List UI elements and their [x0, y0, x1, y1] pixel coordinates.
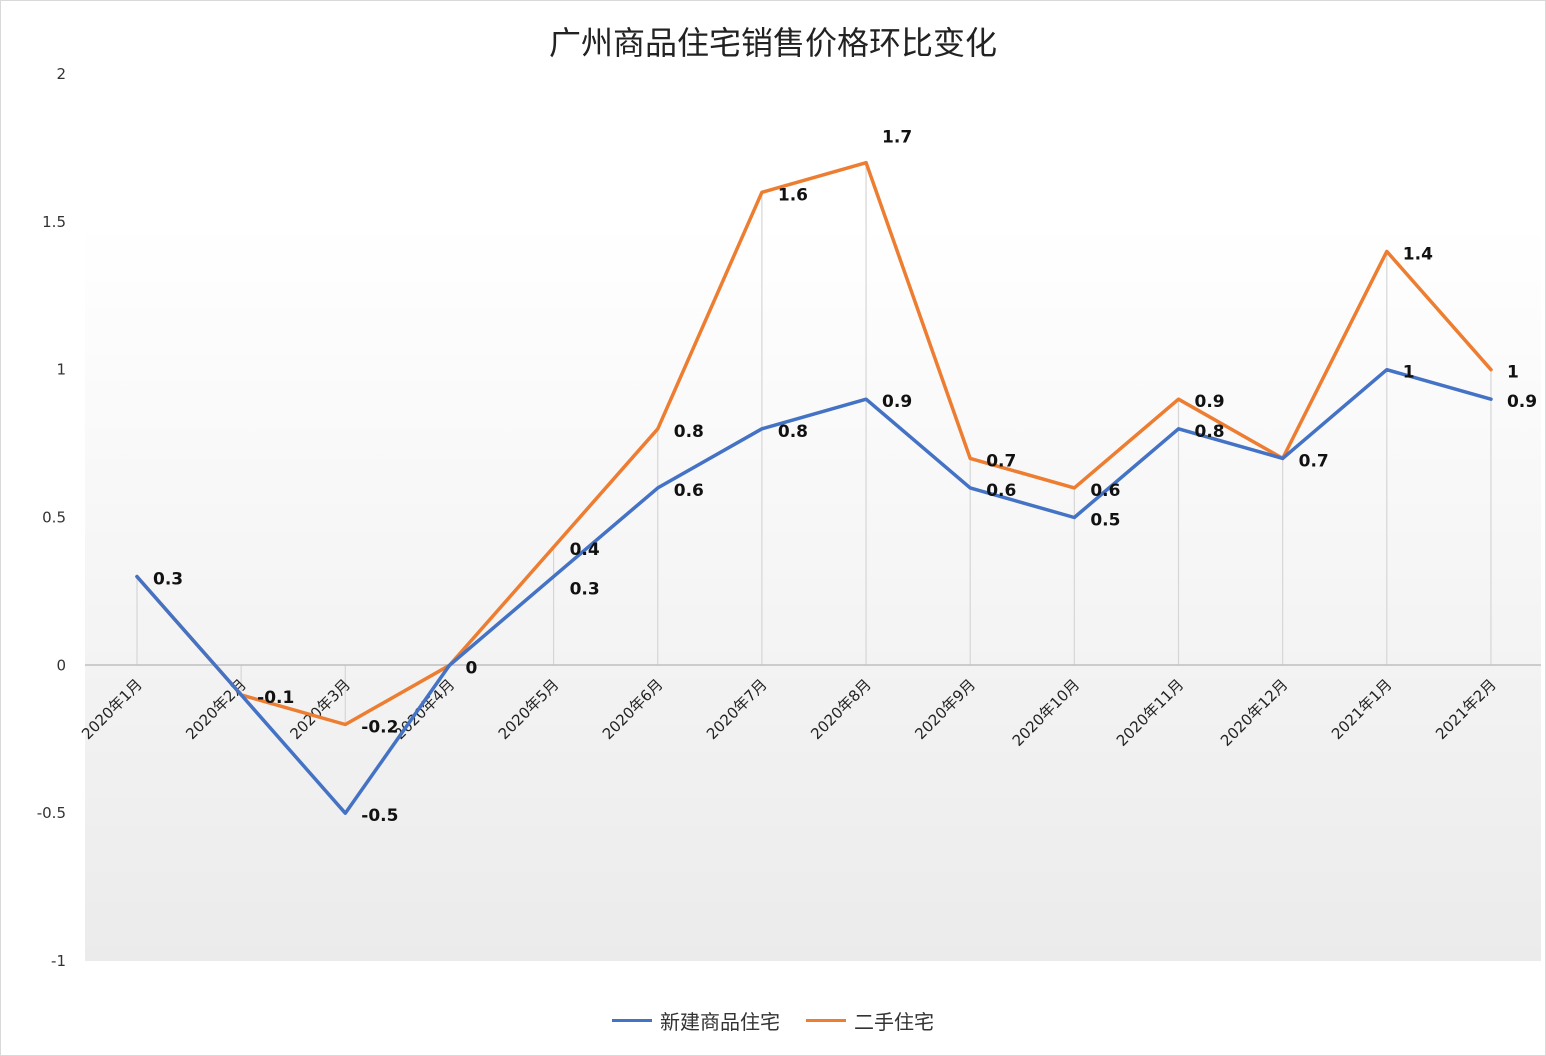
data-label-new-homes: 0.8: [778, 422, 808, 442]
y-tick-label: 1: [56, 361, 66, 379]
y-tick-label: -0.5: [37, 804, 66, 822]
data-label-resale-homes: 1.4: [1403, 244, 1433, 264]
legend-swatch-new-homes: [612, 1019, 652, 1022]
series-line-new-homes[interactable]: [135, 367, 1493, 815]
legend-item-new-homes[interactable]: 新建商品住宅: [612, 1006, 780, 1035]
data-label-resale-homes: 0.8: [674, 422, 704, 442]
data-label-resale-homes: -0.1: [257, 688, 294, 708]
data-label-new-homes: 0: [465, 658, 477, 678]
data-label-resale-homes: 1.6: [778, 185, 808, 205]
y-tick-label: 1.5: [42, 213, 66, 231]
data-label-new-homes: 0.5: [1090, 511, 1120, 531]
data-label-resale-homes: 1: [1507, 363, 1519, 383]
y-tick-label: 2: [56, 65, 66, 83]
data-label-resale-homes: 0.7: [986, 451, 1016, 471]
data-label-resale-homes: 0.4: [570, 540, 600, 560]
data-label-new-homes: 0.3: [570, 580, 600, 600]
series-line-resale-homes[interactable]: [135, 160, 1493, 727]
data-label-new-homes: 0.6: [986, 481, 1016, 501]
data-label-new-homes: 0.6: [674, 481, 704, 501]
legend-label-resale-homes: 二手住宅: [854, 1010, 934, 1034]
data-label-new-homes: 0.9: [882, 392, 912, 412]
y-tick-label: -1: [51, 952, 66, 970]
data-label-resale-homes: 0.3: [153, 570, 183, 590]
data-label-new-homes: -0.5: [361, 806, 398, 826]
chart-title: 广州商品住宅销售价格环比变化: [548, 24, 997, 62]
legend-swatch-resale-homes: [806, 1019, 846, 1022]
data-label-new-homes: 0.8: [1195, 422, 1225, 442]
y-tick-label: 0.5: [42, 509, 66, 527]
y-tick-label: 0: [56, 656, 66, 674]
legend: 新建商品住宅 二手住宅: [0, 1006, 1546, 1035]
data-label-resale-homes: 0.6: [1090, 481, 1120, 501]
data-label-resale-homes: 1.7: [882, 128, 912, 148]
plot-area-background: [85, 222, 1541, 961]
data-label-new-homes: 0.9: [1507, 392, 1537, 412]
legend-label-new-homes: 新建商品住宅: [660, 1010, 780, 1034]
data-label-new-homes: 0.7: [1299, 451, 1329, 471]
data-label-new-homes: 1: [1403, 363, 1415, 383]
data-label-resale-homes: 0.9: [1195, 392, 1225, 412]
legend-item-resale-homes[interactable]: 二手住宅: [806, 1006, 934, 1035]
data-label-resale-homes: -0.2: [361, 717, 398, 737]
